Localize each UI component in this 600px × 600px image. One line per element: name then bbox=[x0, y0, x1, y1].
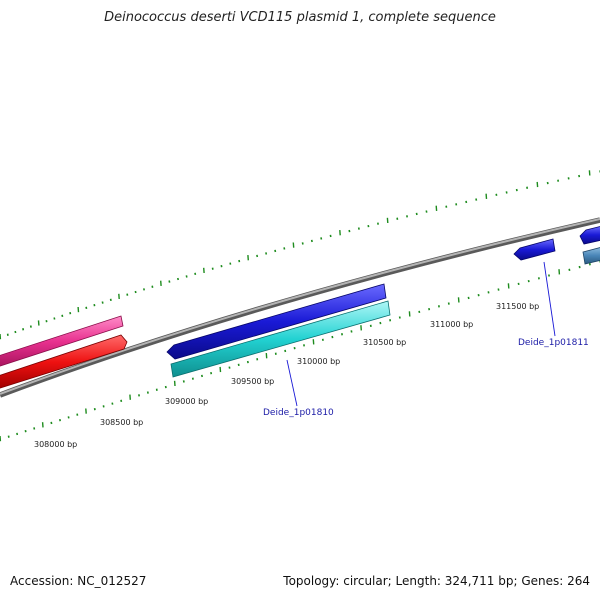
inner-tick-row bbox=[0, 260, 600, 442]
position-label-311000: 311000 bp bbox=[430, 320, 473, 329]
plasmid-backbone-highlight bbox=[0, 218, 600, 395]
callout-line-deide-1p01811 bbox=[543, 261, 556, 337]
map-title: Deinococcus deserti VCD115 plasmid 1, co… bbox=[104, 10, 496, 25]
gene-pink[interactable] bbox=[0, 315, 124, 367]
gene-label-deide-1p01810[interactable]: Deide_1p01810 bbox=[263, 408, 334, 418]
topology-summary-text: Topology: circular; Length: 324,711 bp; … bbox=[283, 574, 590, 588]
gene-blue-edge[interactable] bbox=[579, 226, 600, 245]
gene-red[interactable] bbox=[0, 334, 128, 389]
gene-steel-edge[interactable] bbox=[582, 247, 600, 265]
position-label-310500: 310500 bp bbox=[363, 338, 406, 347]
gene-cyan[interactable] bbox=[170, 300, 391, 378]
position-label-311500: 311500 bp bbox=[496, 302, 539, 311]
position-label-308000: 308000 bp bbox=[34, 440, 77, 449]
accession-text: Accession: NC_012527 bbox=[10, 574, 147, 588]
gene-blue-upper[interactable] bbox=[166, 283, 387, 360]
position-label-309500: 309500 bp bbox=[231, 377, 274, 386]
position-label-309000: 309000 bp bbox=[165, 397, 208, 406]
gene-blue-right[interactable] bbox=[513, 238, 556, 261]
gene-label-deide-1p01811[interactable]: Deide_1p01811 bbox=[518, 338, 589, 348]
position-label-310000: 310000 bp bbox=[297, 357, 340, 366]
callout-line-deide-1p01810 bbox=[286, 359, 298, 407]
outer-tick-row bbox=[0, 170, 600, 340]
position-label-308500: 308500 bp bbox=[100, 418, 143, 427]
